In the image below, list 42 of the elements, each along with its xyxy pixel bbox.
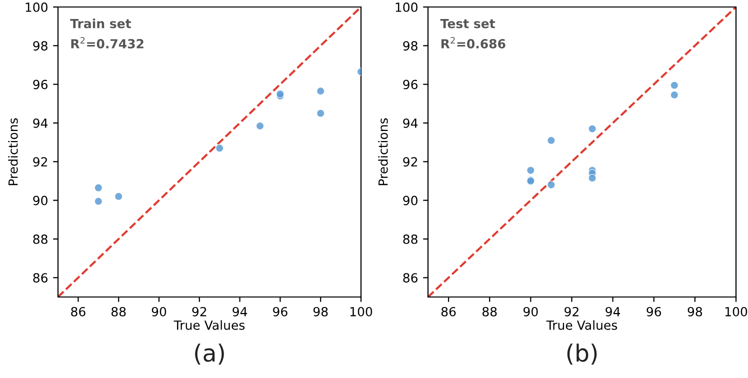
x-tick-label: 100 [350, 306, 372, 316]
text: (b) [567, 344, 597, 365]
x-tick-label: 88 [482, 306, 497, 316]
x-tick-label: 96 [646, 306, 662, 316]
y-tick-label: 100 [26, 2, 48, 12]
x-tick-label: 90 [524, 306, 538, 316]
y-axis-title: Predictions [378, 118, 388, 186]
y-tick-label: 96 [403, 80, 418, 90]
y-tick-label: 94 [33, 118, 48, 128]
y-tick-label: 92 [403, 157, 418, 167]
y-tick-label: 90 [33, 196, 48, 206]
y-tick-label: 86 [403, 273, 418, 283]
x-tick-label: 86 [71, 306, 86, 316]
x-tick-label: 90 [152, 306, 166, 316]
x-tick-label: 98 [688, 306, 702, 316]
x-tick-label: 98 [313, 306, 328, 316]
y-tick-label: 88 [403, 234, 418, 244]
x-tick-label: 88 [111, 306, 126, 316]
annotation: R$^{2}$=0.686 [441, 37, 506, 48]
x-tick-label: 94 [606, 306, 620, 316]
x-tick-label: 100 [725, 306, 748, 316]
y-tick-label: 100 [396, 2, 418, 12]
x-tick-label: 96 [273, 306, 288, 316]
annotation: R$^{2}$=0.7432 [71, 37, 144, 48]
y-tick-label: 86 [33, 273, 48, 283]
x-tick-label: 94 [232, 306, 248, 316]
x-axis-title: True Values [546, 320, 618, 330]
x-tick-label: 92 [564, 306, 578, 316]
x-tick-label: 92 [192, 306, 206, 316]
annotation: Test set [440, 18, 496, 28]
y-tick-label: 94 [403, 118, 418, 128]
y-tick-label: 98 [33, 41, 48, 51]
y-tick-label: 98 [403, 41, 418, 51]
x-tick-label: 86 [441, 306, 456, 316]
text: (a) [195, 344, 224, 365]
y-tick-label: 90 [403, 196, 418, 206]
y-axis-title: Predictions [8, 118, 18, 186]
annotation: Train set [70, 18, 132, 28]
y-tick-label: 96 [33, 80, 48, 90]
y-tick-label: 88 [33, 234, 48, 244]
y-tick-label: 92 [33, 157, 48, 167]
x-axis-title: True Values [174, 320, 245, 330]
